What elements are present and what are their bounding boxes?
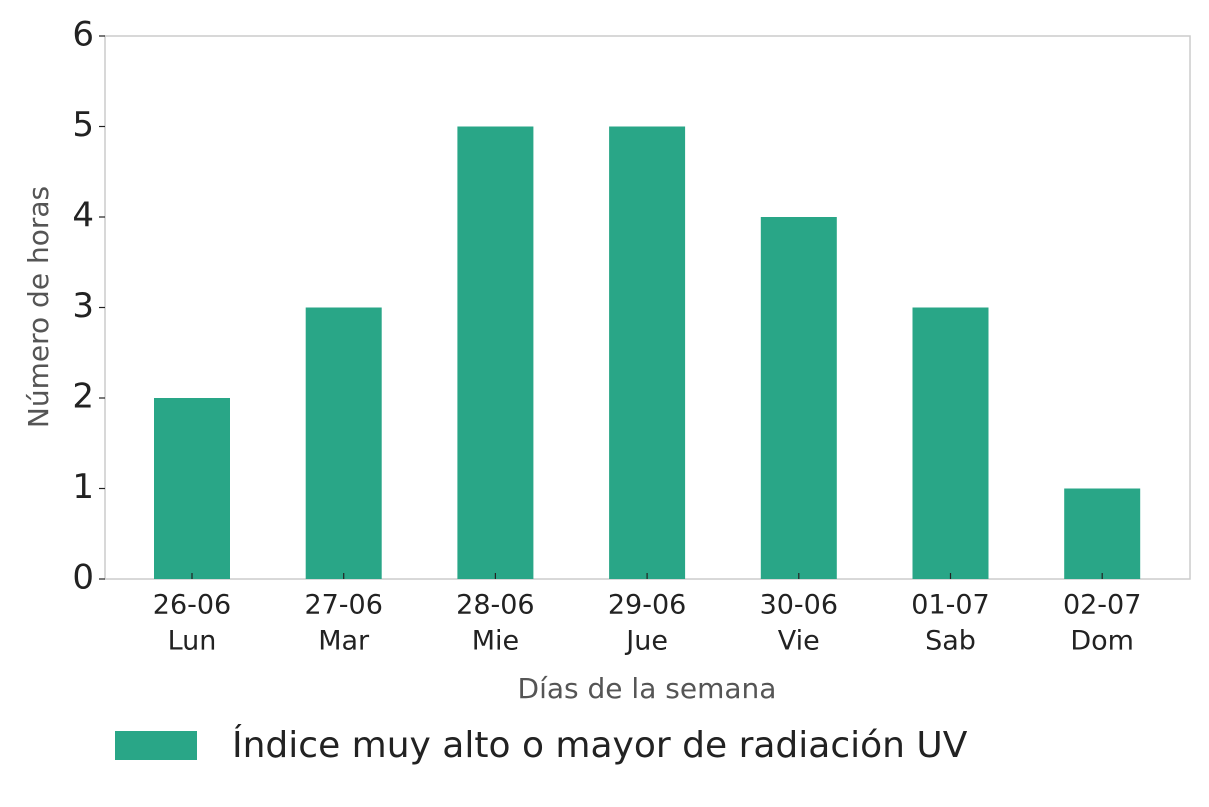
- x-axis-label: Días de la semana: [518, 672, 777, 705]
- x-tick-label: Lun: [168, 626, 217, 657]
- y-tick-label: 6: [72, 15, 94, 55]
- y-tick-label: 5: [72, 105, 94, 145]
- x-tick-label: 27-06: [304, 590, 382, 621]
- legend-swatch: [115, 731, 197, 760]
- y-tick-label: 1: [72, 467, 94, 507]
- y-tick-label: 0: [72, 558, 94, 598]
- bar: [305, 307, 382, 579]
- x-tick-label: Jue: [624, 626, 668, 657]
- bar: [1064, 488, 1141, 579]
- y-axis-label: Número de horas: [22, 186, 55, 428]
- x-tick-label: Mar: [318, 626, 370, 657]
- bar: [154, 398, 230, 579]
- x-tick-label: Mie: [472, 626, 519, 657]
- bar: [760, 217, 837, 579]
- legend-label: Índice muy alto o mayor de radiación UV: [232, 724, 968, 766]
- x-tick-label: Sab: [925, 626, 976, 657]
- x-tick-label: 30-06: [760, 590, 838, 621]
- bar: [912, 307, 989, 579]
- x-tick-label: Vie: [778, 626, 820, 657]
- x-tick-label: 02-07: [1063, 590, 1141, 621]
- y-tick-label: 2: [72, 377, 94, 417]
- bar: [457, 126, 534, 579]
- y-tick-label: 3: [72, 286, 94, 326]
- x-tick-label: 26-06: [153, 590, 231, 621]
- x-tick-label: 28-06: [456, 590, 534, 621]
- x-tick-label: Dom: [1070, 626, 1134, 657]
- x-tick-label: 01-07: [911, 590, 989, 621]
- y-tick-label: 4: [72, 196, 94, 236]
- x-tick-label: 29-06: [608, 590, 686, 621]
- bar: [609, 126, 686, 579]
